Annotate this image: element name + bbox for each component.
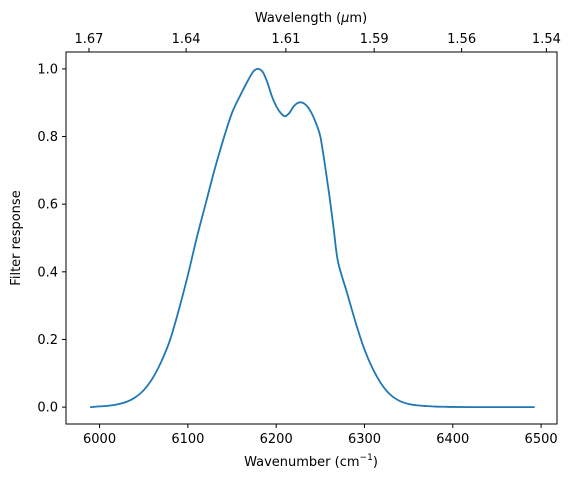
y-tick-label: 0.4 (37, 265, 58, 280)
top-tick-label: 1.59 (360, 32, 389, 47)
y-axis-label: Filter response (9, 190, 24, 285)
top-tick-label: 1.56 (447, 32, 476, 47)
top-tick-label: 1.54 (532, 32, 561, 47)
top-axis-label: Wavelength (μm) (255, 11, 367, 26)
x-tick-label: 6200 (260, 432, 293, 447)
x-tick-label: 6400 (436, 432, 469, 447)
bottom-axis-ticks: 6000 6100 6200 6300 6400 6500 (83, 424, 558, 447)
plot-frame (65, 51, 558, 425)
y-tick-label: 1.0 (37, 62, 58, 77)
y-tick-label: 0.2 (37, 333, 58, 348)
top-axis-ticks: 1.67 1.64 1.61 1.59 1.56 1.54 (74, 32, 561, 52)
x-tick-label: 6500 (525, 432, 558, 447)
x-tick-label: 6300 (348, 432, 381, 447)
left-axis-ticks: 0.0 0.2 0.4 0.6 0.8 1.0 (37, 62, 66, 416)
filter-response-line (89, 67, 535, 409)
y-tick-label: 0.0 (37, 401, 58, 416)
x-tick-label: 6000 (83, 432, 116, 447)
x-axis-label: Wavenumber (cm−1) (244, 453, 378, 470)
top-tick-label: 1.67 (74, 32, 103, 47)
x-tick-label: 6100 (171, 432, 204, 447)
y-tick-label: 0.6 (37, 198, 58, 213)
top-tick-label: 1.64 (172, 32, 201, 47)
y-tick-label: 0.8 (37, 130, 58, 145)
top-tick-label: 1.61 (271, 32, 300, 47)
